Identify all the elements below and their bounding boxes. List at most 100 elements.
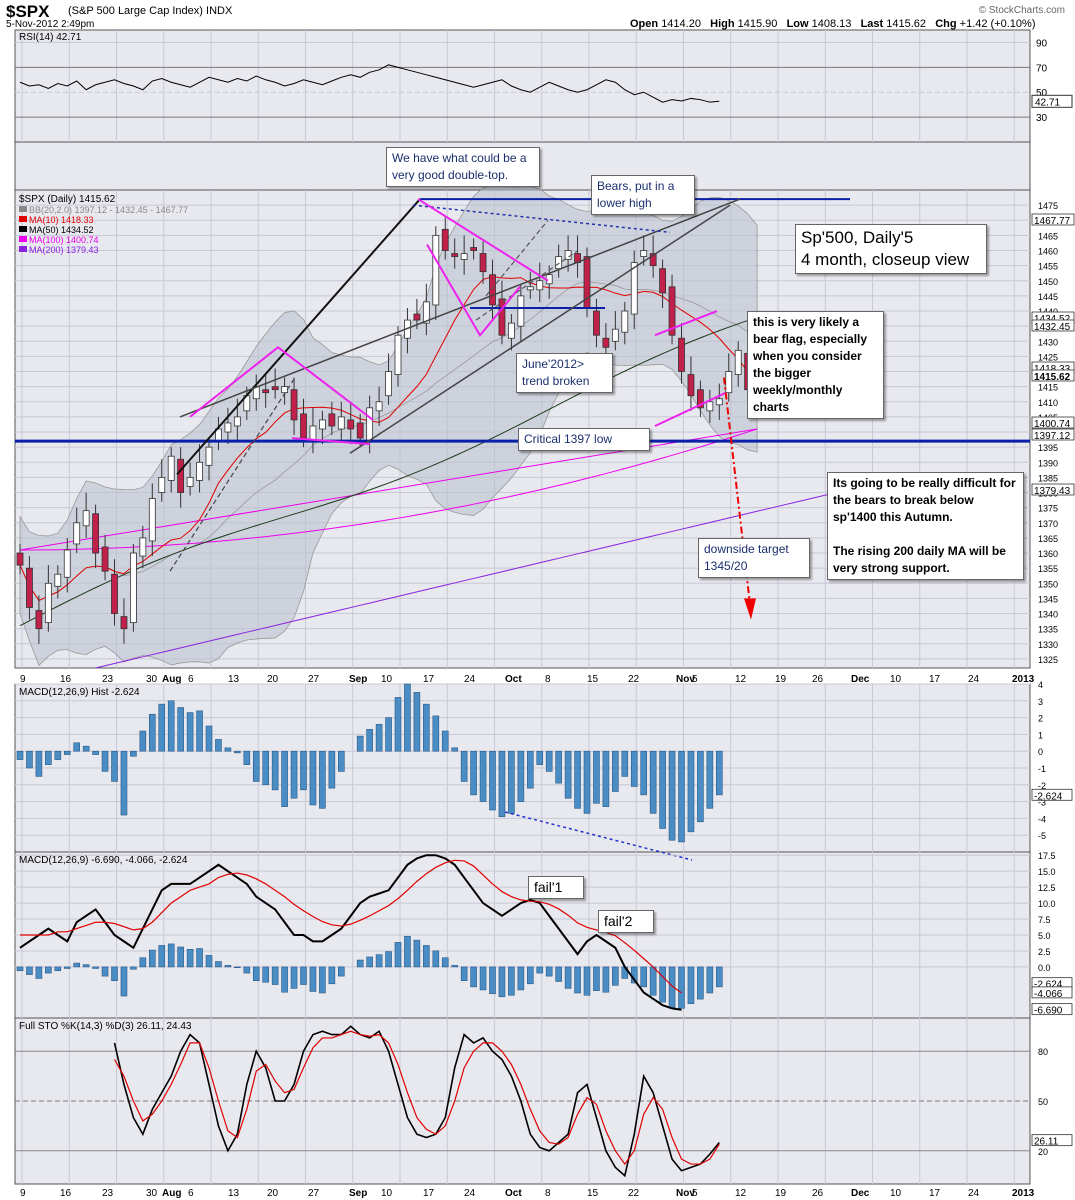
legend-label: MA(10) 1418.33 [29,215,94,225]
note-lower-high: Bears, put in a lower high [591,175,695,215]
chart-date: 5-Nov-2012 2:49pm [6,19,95,30]
price-x-label: 20 [267,674,279,685]
channel-lower [349,204,731,454]
bottom-x-label: 19 [775,1188,787,1199]
hist-bar [649,750,657,814]
price-tick-label: 1450 [1038,277,1058,287]
hist-bar [375,724,383,752]
candle-body [337,416,345,430]
candle-body [328,413,336,427]
macd-right-label: -2.624 [1034,980,1063,991]
hist-bar [290,750,298,799]
candle-body [366,407,374,442]
candle-body [281,386,289,394]
hist-tick-label: 1 [1038,730,1043,740]
hist-bar [73,742,80,752]
macd-hist-bar [63,966,71,969]
hist-bar [394,697,402,752]
price-x-label: 10 [381,674,393,685]
hist-bar [366,729,373,752]
candle-body [649,253,657,267]
sto-last-label: 26.11 [1034,1137,1059,1148]
note-downside-target: downside target 1345/20 [698,538,810,578]
macd-hist-bar [337,966,345,977]
note-june-trend: June'2012> trend broken [516,353,613,393]
candle-body [35,610,43,630]
macd-hist-bar [252,966,260,982]
hist-bar [593,750,600,804]
legend-label: BB(20,2.0) 1397.12 - 1432.45 - 1467.77 [29,205,188,215]
price-tick-label: 1385 [1038,473,1058,483]
legend-label: MA(50) 1434.52 [29,225,94,235]
macd-hist-bar [177,946,184,968]
bottom-x-label: Aug [162,1188,181,1199]
hist-bar [385,717,392,752]
macd-hist-bar [45,966,52,974]
candle-body [300,413,307,439]
hist-tick-label: 4 [1038,680,1043,690]
hist-tick-label: 2 [1038,714,1043,724]
candle-body [734,349,742,375]
candle-body [158,477,166,493]
legend-swatch [19,226,27,232]
macd-hist-bar [593,966,600,991]
price-x-label: 19 [775,674,787,685]
hist-last-label: -2.624 [1034,791,1063,802]
macd-hist-bar [101,966,109,977]
price-x-label: 10 [890,674,902,685]
price-x-label: 24 [464,674,476,685]
price-tick-label: 1455 [1038,262,1058,272]
price-tick-label: 1475 [1038,201,1058,211]
macd-hist-bar [186,949,194,968]
bottom-x-label: 23 [102,1188,114,1199]
dashed-flag-2 [485,219,549,297]
macd-hist-bar [375,954,383,968]
hist-bar [706,750,714,809]
candle-body [536,280,544,291]
candle-body [507,322,515,339]
hist-bar [196,710,203,752]
candle-body [385,371,392,397]
candle-body [526,286,534,291]
candle-body [375,401,383,412]
hist-bar [489,750,496,811]
candle-body [82,510,90,527]
macd-hist-bar [687,966,695,1004]
price-right-label: 1434.52 [1034,314,1071,325]
bear-flag-bottom [654,391,727,427]
rsi-tick-label: 50 [1036,88,1048,99]
macd-hist-bar [555,966,562,982]
candle-body [54,573,62,587]
hist-bar [262,750,270,786]
candle-body [697,389,704,409]
hist-bar [26,750,33,769]
bottom-x-label: 22 [628,1188,640,1199]
pennant-2-top [417,198,549,282]
macd-tick-label: 15.0 [1038,867,1056,877]
macd-tick-label: 2.5 [1038,947,1051,957]
hist-bar [423,703,430,752]
bottom-x-label: 20 [267,1188,279,1199]
price-x-label: 2013 [1012,674,1035,685]
candle-body [687,374,695,397]
bottom-x-label: Nov [676,1188,695,1199]
hist-bar [101,750,109,772]
candle-body [668,286,676,336]
bottom-x-label: 5 [692,1188,698,1199]
hist-bar [413,692,421,752]
hist-bar [668,750,676,841]
candle-body [139,537,147,557]
macd-hist-bar [234,966,241,968]
price-x-label: 17 [423,674,435,685]
ma200-line [95,492,833,669]
macd-hist-bar [612,966,619,986]
price-tick-label: 1355 [1038,564,1058,574]
price-right-label: 1418.33 [1034,364,1071,375]
hist-tick-label: -3 [1038,798,1046,808]
hist-bar [460,750,468,782]
sto-series-k [113,1025,720,1178]
price-tick-label: 1415 [1038,383,1058,393]
legend-label: MA(200) 1379.43 [29,245,99,255]
macd-hist-bar [130,966,137,970]
candle-body [489,274,496,306]
